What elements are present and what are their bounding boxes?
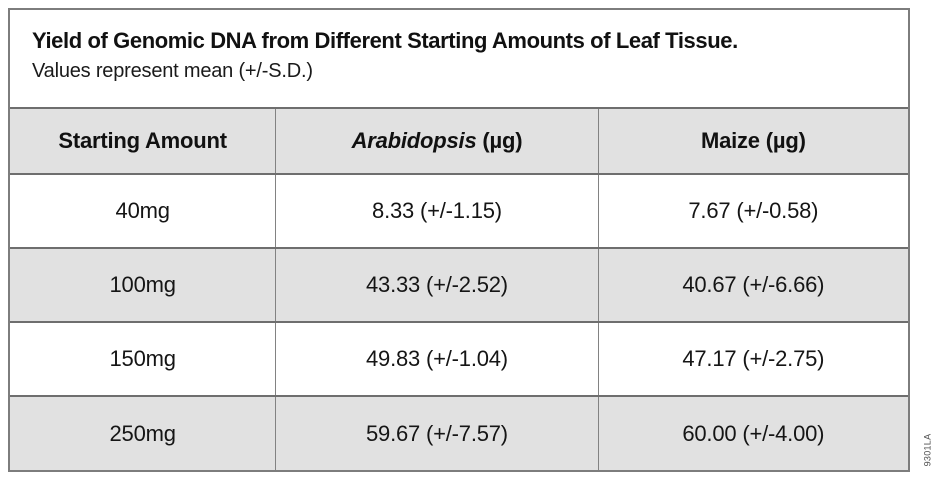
cell-starting-amount: 40mg (10, 173, 276, 248)
table-row-100mg: 100mg 43.33 (+/-2.52) 40.67 (+/-6.66) (10, 247, 908, 322)
figure-code-text: 9301LA (922, 433, 932, 467)
table-row-40mg: 40mg 8.33 (+/-1.15) 7.67 (+/-0.58) (10, 173, 908, 248)
data-table: Starting Amount Arabidopsis (µg) Maize (… (10, 107, 908, 470)
dna-yield-table-figure: Yield of Genomic DNA from Different Star… (8, 8, 910, 472)
cell-maize-yield: 40.67 (+/-6.66) (597, 247, 908, 322)
figure-caption: Yield of Genomic DNA from Different Star… (10, 10, 908, 107)
cell-starting-amount: 250mg (10, 395, 276, 470)
figure-subtitle: Values represent mean (+/-S.D.) (32, 59, 313, 82)
cell-arabidopsis-yield: 8.33 (+/-1.15) (275, 173, 599, 248)
cell-arabidopsis-yield: 43.33 (+/-2.52) (275, 247, 599, 322)
figure-code: 9301LA (916, 418, 938, 482)
cell-starting-amount: 150mg (10, 321, 276, 396)
figure-title: Yield of Genomic DNA from Different Star… (32, 28, 738, 53)
table-row-250mg: 250mg 59.67 (+/-7.57) 60.00 (+/-4.00) (10, 395, 908, 470)
column-header-arabidopsis-unit: (µg) (482, 128, 523, 153)
cell-maize-yield: 7.67 (+/-0.58) (597, 173, 908, 248)
column-header-starting-amount: Starting Amount (10, 107, 276, 174)
column-header-maize: Maize (µg) (597, 107, 908, 174)
column-header-arabidopsis: Arabidopsis (µg) (275, 107, 599, 174)
table-header-row: Starting Amount Arabidopsis (µg) Maize (… (10, 107, 908, 174)
cell-arabidopsis-yield: 59.67 (+/-7.57) (275, 395, 599, 470)
cell-maize-yield: 47.17 (+/-2.75) (597, 321, 908, 396)
cell-arabidopsis-yield: 49.83 (+/-1.04) (275, 321, 599, 396)
table-row-150mg: 150mg 49.83 (+/-1.04) 47.17 (+/-2.75) (10, 321, 908, 396)
column-header-arabidopsis-name: Arabidopsis (351, 128, 477, 153)
cell-maize-yield: 60.00 (+/-4.00) (597, 395, 908, 470)
cell-starting-amount: 100mg (10, 247, 276, 322)
